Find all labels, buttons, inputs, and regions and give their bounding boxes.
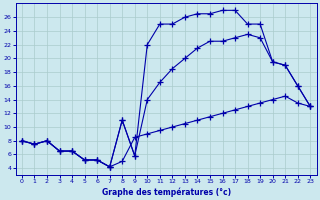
X-axis label: Graphe des températures (°c): Graphe des températures (°c) <box>101 187 231 197</box>
